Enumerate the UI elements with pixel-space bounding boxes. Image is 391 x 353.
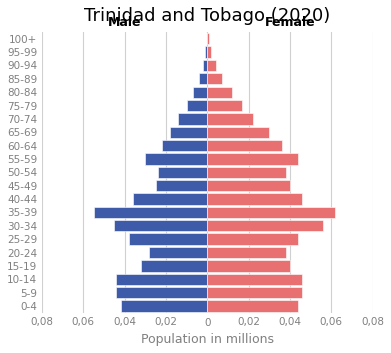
Bar [207,220,323,232]
Bar [162,140,207,151]
Bar [207,167,286,178]
Bar [207,287,302,298]
Bar [145,153,207,164]
Bar [141,260,207,271]
Bar [207,300,298,312]
Bar [207,274,302,285]
Bar [187,100,207,111]
Bar [133,193,207,205]
Bar [207,33,209,44]
Bar [117,274,207,285]
Bar [129,233,207,245]
Bar [193,86,207,98]
Bar [207,140,282,151]
Bar [207,193,302,205]
Bar [207,247,286,258]
Bar [207,113,253,125]
Bar [207,86,232,98]
Bar [120,300,207,312]
Bar [203,60,207,71]
Text: Female: Female [265,16,315,29]
Bar [207,260,290,271]
Bar [170,127,207,138]
Bar [207,180,290,191]
X-axis label: Population in millions: Population in millions [141,333,274,346]
Text: Male: Male [108,16,142,29]
Bar [207,153,298,164]
Bar [178,113,207,125]
Bar [156,180,207,191]
Bar [94,207,207,218]
Bar [207,207,335,218]
Bar [199,73,207,84]
Bar [207,73,222,84]
Bar [207,100,242,111]
Bar [158,167,207,178]
Bar [114,220,207,232]
Bar [149,247,207,258]
Bar [207,46,212,58]
Bar [205,46,207,58]
Bar [207,60,215,71]
Bar [117,287,207,298]
Bar [207,127,269,138]
Bar [207,233,298,245]
Title: Trinidad and Tobago (2020): Trinidad and Tobago (2020) [84,7,330,25]
